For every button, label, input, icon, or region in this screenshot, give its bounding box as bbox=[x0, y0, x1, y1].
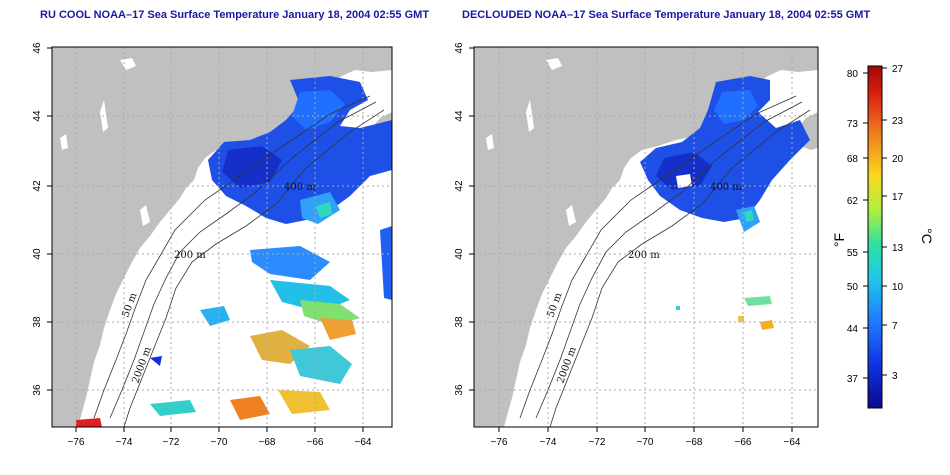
lat-tick-label: 40 bbox=[454, 248, 465, 260]
contour-label-400m: 400 m bbox=[284, 182, 316, 193]
x-axis-ticks bbox=[498, 427, 793, 432]
celsius-tick: 23 bbox=[892, 116, 904, 127]
lat-tick-label: 42 bbox=[454, 180, 465, 192]
fahrenheit-tick: 44 bbox=[847, 324, 859, 335]
lat-tick-label: 42 bbox=[32, 180, 43, 192]
lon-tick-label: −68 bbox=[686, 437, 703, 448]
celsius-tick: 7 bbox=[892, 321, 898, 332]
fahrenheit-tick: 68 bbox=[847, 154, 859, 165]
lon-tick-label: −66 bbox=[307, 437, 324, 448]
fahrenheit-tick: 50 bbox=[847, 282, 859, 293]
y-axis-labels: 36 38 40 42 44 46 bbox=[454, 42, 465, 396]
land-area bbox=[474, 47, 818, 427]
map-frame bbox=[473, 46, 819, 428]
right-panel-title: DECLOUDED NOAA–17 Sea Surface Temperatur… bbox=[462, 9, 871, 21]
lon-tick-label: −76 bbox=[491, 437, 508, 448]
celsius-tick-labels: 27 23 20 17 13 10 7 3 bbox=[892, 64, 904, 382]
contour-label-400m: 400 m bbox=[710, 182, 742, 193]
lat-tick-label: 44 bbox=[32, 110, 43, 122]
x-axis-ticks bbox=[75, 427, 364, 432]
lat-tick-label: 38 bbox=[454, 316, 465, 328]
lat-lon-grid bbox=[474, 47, 818, 427]
celsius-tick: 17 bbox=[892, 192, 904, 203]
fahrenheit-tick: 37 bbox=[847, 374, 859, 385]
left-map: 200 m 50 m 2000 m 400 m −76 −74 −72 −70 … bbox=[32, 42, 393, 448]
lon-tick-label: −70 bbox=[637, 437, 654, 448]
lat-tick-label: 38 bbox=[32, 316, 43, 328]
celsius-tick: 20 bbox=[892, 154, 904, 165]
lon-tick-label: −74 bbox=[540, 437, 557, 448]
lat-tick-label: 36 bbox=[454, 384, 465, 396]
y-axis-ticks bbox=[47, 47, 52, 391]
lon-tick-label: −68 bbox=[259, 437, 276, 448]
lon-tick-label: −72 bbox=[589, 437, 606, 448]
fahrenheit-tick: 62 bbox=[847, 196, 859, 207]
lon-tick-label: −74 bbox=[116, 437, 133, 448]
celsius-tick: 27 bbox=[892, 64, 904, 75]
lon-tick-label: −70 bbox=[211, 437, 228, 448]
lat-tick-label: 36 bbox=[32, 384, 43, 396]
lon-tick-label: −76 bbox=[68, 437, 85, 448]
celsius-tick: 13 bbox=[892, 243, 904, 254]
fahrenheit-unit-label: °F bbox=[831, 233, 847, 247]
contour-label-200m: 200 m bbox=[174, 250, 206, 261]
left-panel-title: RU COOL NOAA–17 Sea Surface Temperature … bbox=[40, 9, 430, 21]
land-area bbox=[52, 47, 392, 427]
x-axis-labels: −76 −74 −72 −70 −68 −66 −64 bbox=[491, 437, 801, 448]
lat-tick-label: 46 bbox=[32, 42, 43, 54]
lat-tick-label: 40 bbox=[32, 248, 43, 260]
lat-tick-label: 46 bbox=[454, 42, 465, 54]
sst-data bbox=[76, 76, 392, 427]
contour-label-200m: 200 m bbox=[628, 250, 660, 261]
y-axis-labels: 36 38 40 42 44 46 bbox=[32, 42, 43, 396]
lon-tick-label: −72 bbox=[163, 437, 180, 448]
lon-tick-label: −66 bbox=[735, 437, 752, 448]
celsius-tick: 3 bbox=[892, 371, 898, 382]
bathymetry-contours bbox=[93, 95, 385, 427]
lon-tick-label: −64 bbox=[784, 437, 801, 448]
sst-data bbox=[640, 76, 810, 330]
bathymetry-contours bbox=[519, 95, 811, 427]
celsius-unit-label: °C bbox=[919, 228, 935, 244]
colorbar-gradient bbox=[867, 65, 883, 409]
colorbar: 80 73 68 62 55 50 44 37 27 23 20 17 13 1… bbox=[831, 64, 935, 409]
celsius-tick: 10 bbox=[892, 282, 904, 293]
fahrenheit-tick: 73 bbox=[847, 119, 859, 130]
lon-tick-label: −64 bbox=[355, 437, 372, 448]
fahrenheit-tick: 55 bbox=[847, 248, 859, 259]
right-map: 200 m 50 m 2000 m 400 m −76 −74 −72 −70 … bbox=[454, 42, 819, 448]
colorbar-ticks bbox=[863, 67, 887, 379]
fahrenheit-tick: 80 bbox=[847, 69, 859, 80]
fahrenheit-tick-labels: 80 73 68 62 55 50 44 37 bbox=[847, 69, 859, 385]
x-axis-labels: −76 −74 −72 −70 −68 −66 −64 bbox=[68, 437, 372, 448]
y-axis-ticks bbox=[469, 47, 474, 391]
lat-tick-label: 44 bbox=[454, 110, 465, 122]
map-frame bbox=[51, 46, 393, 428]
